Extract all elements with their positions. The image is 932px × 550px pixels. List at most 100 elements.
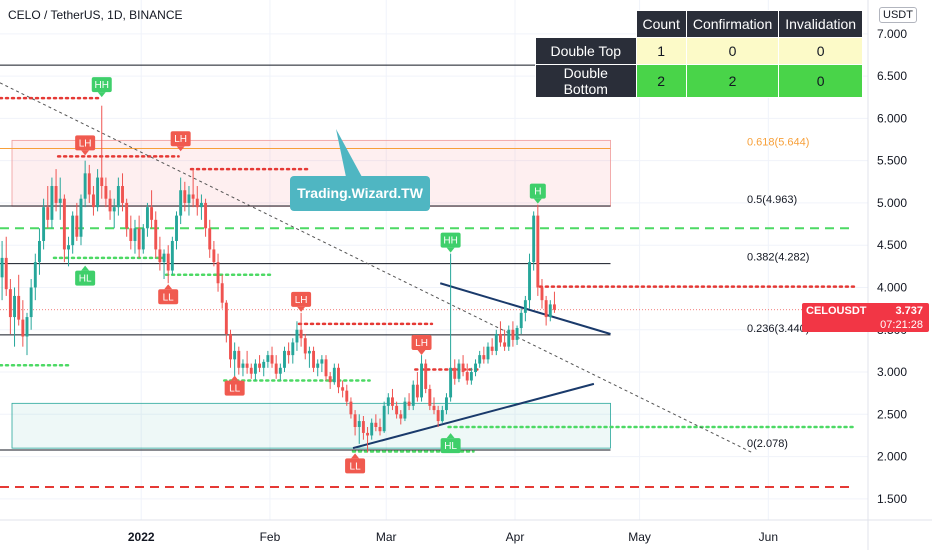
candle-body bbox=[478, 355, 482, 364]
y-axis-tick-label: 7.000 bbox=[877, 27, 907, 41]
candle-body bbox=[108, 198, 112, 212]
stats-cell: 2 bbox=[635, 64, 687, 98]
y-axis[interactable]: 1.5002.0002.5003.0003.5004.0004.5005.000… bbox=[877, 27, 907, 506]
candle-body bbox=[287, 350, 291, 356]
swing-label-pointer bbox=[446, 247, 455, 253]
swing-label-pointer bbox=[351, 453, 360, 459]
candle-body bbox=[278, 367, 282, 374]
swing-label-text: LL bbox=[229, 384, 241, 395]
candle-body bbox=[283, 350, 286, 368]
candle-body bbox=[121, 186, 124, 203]
candle-body bbox=[187, 194, 191, 203]
y-axis-tick-label: 5.500 bbox=[877, 154, 907, 168]
candle-body bbox=[486, 346, 490, 360]
swing-label-pointer bbox=[533, 198, 542, 204]
candle-body bbox=[216, 262, 220, 284]
candle-body bbox=[457, 363, 461, 379]
candle-body bbox=[382, 405, 386, 432]
swing-label-text: HL bbox=[79, 274, 92, 285]
candle-body bbox=[58, 198, 62, 203]
candle-body bbox=[125, 202, 129, 229]
swing-label-box bbox=[529, 183, 546, 199]
swing-label-box bbox=[440, 232, 461, 248]
y-axis-tick-label: 5.000 bbox=[877, 196, 907, 210]
x-axis-tick-label: Feb bbox=[260, 530, 281, 544]
candle-body bbox=[528, 262, 531, 301]
candle-body bbox=[399, 414, 403, 419]
candle-body bbox=[25, 317, 29, 337]
price-badge-symbol: CELOUSDT bbox=[806, 305, 867, 317]
candle-body bbox=[370, 422, 374, 436]
candle-body bbox=[224, 302, 228, 334]
candle-body bbox=[324, 359, 328, 377]
candle-body bbox=[474, 363, 477, 373]
fib-level-label: 0.5(4.963) bbox=[747, 194, 797, 206]
candle-body bbox=[233, 350, 237, 360]
candle-body bbox=[116, 186, 120, 208]
swing-label-pointer bbox=[176, 146, 185, 152]
swing-label-pointer bbox=[446, 433, 455, 439]
candle-body bbox=[8, 289, 12, 318]
candle-body bbox=[411, 384, 415, 406]
y-axis-tick-label: 4.500 bbox=[877, 238, 907, 252]
x-axis-tick-label: 2022 bbox=[128, 530, 155, 544]
candle-body bbox=[536, 215, 540, 288]
candle-body bbox=[307, 350, 311, 354]
candle-body bbox=[38, 240, 41, 263]
symbol-title[interactable]: CELO / TetherUS, 1D, BINANCE bbox=[8, 8, 183, 22]
stats-row-double-bottom: Double Bottom 2 2 0 bbox=[535, 64, 864, 98]
candle-body bbox=[13, 295, 16, 318]
candle-body bbox=[449, 367, 453, 398]
price-badge-countdown: 07:21:28 bbox=[880, 319, 923, 331]
y-axis-tick-label: 1.500 bbox=[877, 492, 907, 506]
candle-body bbox=[220, 283, 224, 303]
candle-body bbox=[137, 228, 141, 250]
candle-body bbox=[482, 355, 486, 360]
swing-label-text: LL bbox=[163, 292, 175, 303]
candle-body bbox=[67, 245, 70, 250]
candle-body bbox=[391, 397, 394, 406]
candlestick-series bbox=[0, 105, 556, 453]
candle-body bbox=[212, 249, 216, 263]
candle-body bbox=[46, 207, 50, 220]
candle-body bbox=[104, 186, 108, 199]
swing-label-box bbox=[411, 334, 432, 350]
candle-body bbox=[54, 186, 58, 203]
swing-label-text: LH bbox=[79, 138, 92, 149]
stats-cell: 1 bbox=[635, 37, 687, 65]
candle-body bbox=[403, 401, 407, 419]
swing-label-text: HL bbox=[444, 441, 457, 452]
trend-line bbox=[0, 82, 752, 453]
watermark-banner: Trading.Wizard.TW bbox=[290, 176, 430, 211]
candle-body bbox=[50, 186, 54, 220]
candle-body bbox=[96, 177, 100, 208]
support-zone bbox=[11, 402, 611, 449]
stats-cell: 0 bbox=[685, 37, 780, 65]
swing-label-text: LH bbox=[415, 338, 428, 349]
x-axis[interactable]: 2022 Feb Mar Apr May Jun bbox=[128, 530, 778, 544]
candle-body bbox=[511, 329, 515, 340]
currency-unit-badge[interactable]: USDT bbox=[879, 7, 917, 23]
swing-label-box bbox=[158, 289, 179, 305]
candle-body bbox=[129, 228, 133, 241]
fib-level-label: 0.236(3.440) bbox=[747, 323, 809, 335]
candle-body bbox=[141, 228, 145, 250]
candle-body bbox=[428, 388, 432, 406]
candle-body bbox=[183, 190, 187, 203]
candle-body bbox=[145, 207, 149, 229]
candle-body bbox=[17, 295, 21, 320]
candle-body bbox=[357, 421, 361, 427]
x-axis-tick-label: Apr bbox=[506, 530, 525, 544]
pattern-stats-table: Count Confirmation Invalidation Double T… bbox=[535, 10, 864, 98]
swing-label-pointer bbox=[97, 92, 106, 98]
swing-label-box bbox=[440, 438, 461, 454]
candle-body bbox=[253, 363, 257, 374]
candle-body bbox=[71, 215, 75, 246]
candle-body bbox=[133, 228, 137, 241]
candle-body bbox=[79, 198, 83, 237]
swing-label-text: LH bbox=[174, 134, 187, 145]
swing-label-pointer bbox=[297, 306, 306, 312]
candle-body bbox=[374, 422, 378, 427]
candle-body bbox=[208, 228, 212, 250]
candle-body bbox=[266, 355, 270, 362]
